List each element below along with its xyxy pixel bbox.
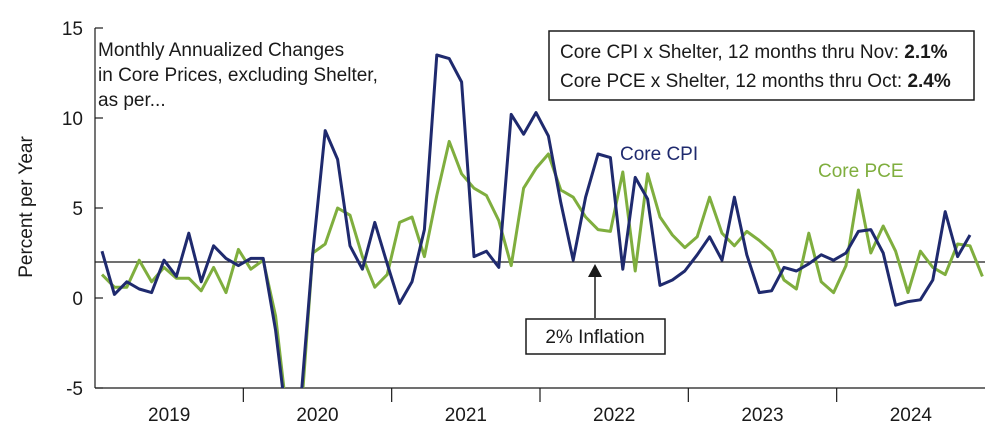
info-box-frame	[548, 30, 975, 101]
series-line-core-pce	[100, 139, 984, 388]
y-tick-label-3: 0	[72, 289, 83, 310]
inflation-label: 2% Inflation	[545, 327, 644, 348]
series-layer	[100, 53, 984, 388]
chart-title-line-3: as per...	[98, 90, 166, 111]
x-year-label-2023: 2023	[741, 405, 783, 426]
x-year-label-2019: 2019	[148, 405, 190, 426]
x-year-label-2020: 2020	[296, 405, 338, 426]
x-year-label-2024: 2024	[890, 405, 933, 426]
x-year-label-2022: 2022	[593, 405, 635, 426]
y-tick-label-2: 5	[72, 199, 83, 220]
x-year-label-2021: 2021	[445, 405, 487, 426]
core-cpi-series-label: Core CPI	[620, 144, 698, 165]
chart-title-line-2: in Core Prices, excluding Shelter,	[98, 65, 378, 86]
y-tick-label-1: 10	[62, 109, 83, 130]
y-axis-title: Percent per Year	[16, 136, 37, 278]
series-line-core-cpi	[100, 53, 972, 388]
y-tick-label-4: -5	[66, 379, 83, 400]
core-pce-series-label: Core PCE	[818, 161, 904, 182]
inflation-label-frame	[525, 318, 666, 355]
label-layer: Percent per Year Monthly Annualized Chan…	[16, 30, 975, 355]
chart-title-line-1: Monthly Annualized Changes	[98, 40, 344, 61]
info-box-line-1: Core CPI x Shelter, 12 months thru Nov: …	[560, 42, 948, 63]
info-box-line-2: Core PCE x Shelter, 12 months thru Oct: …	[560, 71, 951, 92]
inflation-arrow-head	[588, 264, 602, 277]
y-tick-label-0: 15	[62, 19, 83, 40]
